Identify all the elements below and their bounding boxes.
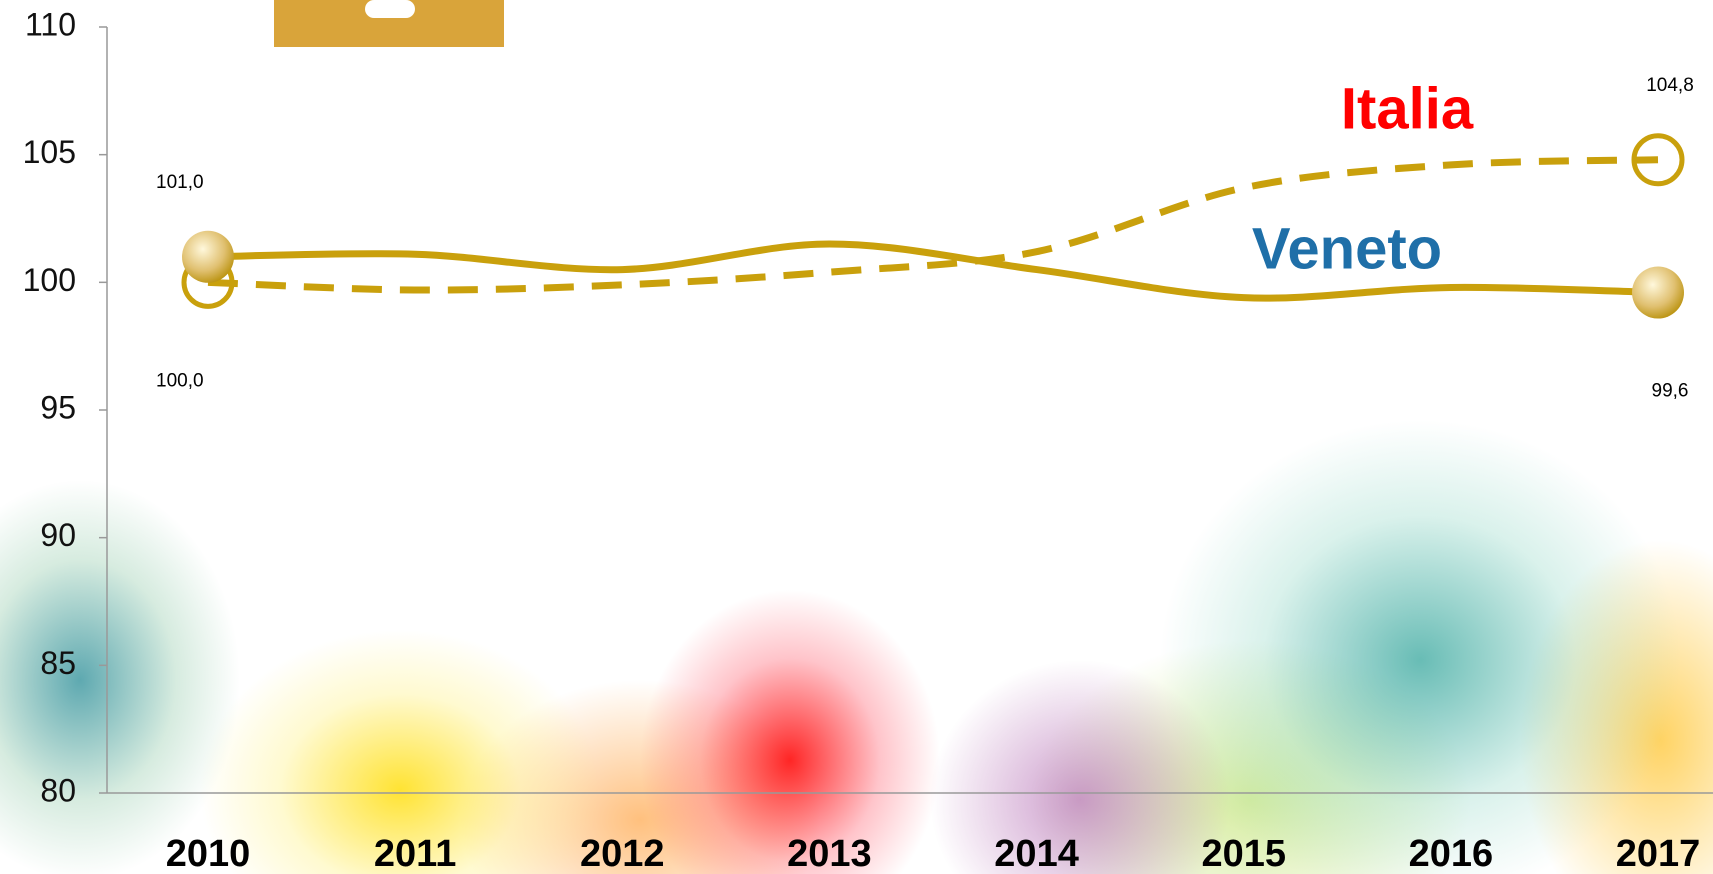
x-tick-label: 2013 [787, 833, 872, 874]
x-tick-label: 2010 [166, 833, 251, 874]
data-label: 101,0 [156, 172, 204, 193]
y-tick-label: 100 [23, 262, 76, 298]
y-tick-label: 110 [25, 6, 76, 42]
marker [1631, 133, 1685, 187]
x-tick-label: 2012 [580, 833, 665, 874]
y-tick-label: 80 [40, 772, 76, 808]
series-label: Italia [1341, 76, 1474, 141]
y-tick-label: 95 [40, 389, 76, 425]
data-label: 100,0 [156, 370, 204, 391]
x-tick-label: 2014 [994, 833, 1079, 874]
decor-icon [365, 0, 415, 18]
x-tick-label: 2016 [1409, 833, 1494, 874]
y-tick-label: 105 [23, 134, 76, 170]
x-tick-label: 2015 [1201, 833, 1286, 874]
x-tick-label: 2011 [374, 833, 456, 874]
series-line [207, 156, 1659, 294]
series-line [207, 240, 1659, 302]
data-label: 104,8 [1646, 75, 1694, 96]
y-tick-label: 85 [40, 645, 76, 681]
data-label: 99,6 [1652, 381, 1689, 402]
y-tick-label: 90 [40, 517, 76, 553]
marker [1632, 266, 1684, 319]
series-label: Veneto [1252, 216, 1442, 281]
marker [182, 230, 234, 283]
x-tick-label: 2017 [1616, 833, 1701, 874]
